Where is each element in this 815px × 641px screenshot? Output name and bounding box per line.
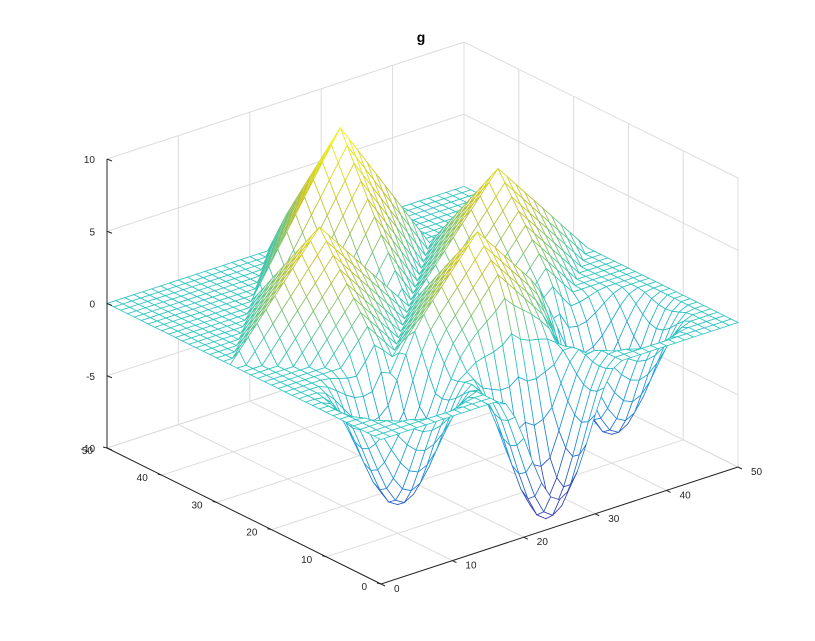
gridline-z [106, 41, 739, 179]
x-tick-label: 20 [537, 537, 549, 548]
x-tick-mark [594, 513, 600, 517]
x-tick-mark [452, 560, 457, 564]
y-axis-line [106, 447, 382, 585]
gridline-x [178, 424, 453, 562]
z-tick-label: 5 [89, 227, 95, 238]
x-tick-label: 10 [465, 561, 477, 572]
x-tick-label: 30 [608, 514, 620, 525]
x-axis-line [380, 466, 739, 585]
z-tick-mark [106, 375, 113, 379]
y-tick-label: 40 [137, 473, 149, 484]
x-tick-mark [737, 466, 743, 470]
y-tick-mark [157, 473, 162, 476]
gridline-y [326, 439, 684, 558]
x-tick-label: 50 [751, 467, 763, 478]
y-tick-mark [267, 528, 272, 531]
x-tick-label: 0 [394, 584, 400, 595]
z-tick-mark [106, 447, 113, 451]
z-tick-label: 0 [89, 300, 95, 311]
y-tick-label: 50 [82, 446, 94, 457]
y-tick-label: 30 [191, 500, 203, 511]
y-tick-mark [376, 582, 382, 585]
surface-mesh [105, 126, 740, 520]
y-tick-mark [322, 555, 327, 558]
x-tick-label: 40 [680, 490, 692, 501]
z-tick-mark [106, 230, 113, 234]
gridline-z [106, 113, 739, 251]
y-tick-mark [102, 446, 108, 449]
y-tick-label: 20 [246, 528, 258, 539]
z-tick-label: -10 [81, 444, 96, 455]
mesh-cell [373, 432, 391, 440]
x-tick-mark [523, 536, 529, 540]
z-tick-mark [106, 158, 113, 162]
chart-title: g [417, 29, 426, 45]
y-tick-label: 0 [361, 582, 367, 593]
z-tick-mark [106, 303, 113, 306]
z-tick-label: 10 [84, 155, 96, 166]
y-tick-label: 10 [301, 555, 313, 566]
z-tick-label: -5 [86, 372, 95, 383]
x-tick-mark [666, 489, 671, 493]
x-tick-mark [380, 583, 386, 587]
y-tick-mark [212, 500, 217, 503]
